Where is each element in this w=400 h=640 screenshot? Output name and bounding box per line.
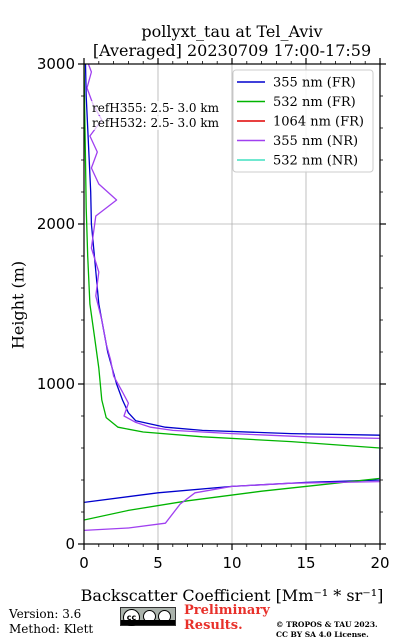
legend-box bbox=[232, 69, 374, 173]
reference-height-annotation: refH355: 2.5- 3.0 km bbox=[92, 101, 220, 115]
version-text: Version: 3.6 bbox=[9, 607, 82, 621]
license-line-2: CC BY SA 4.0 License. bbox=[276, 630, 369, 639]
reference-height-annotation: refH532: 2.5- 3.0 km bbox=[92, 116, 220, 130]
preliminary-notice: Preliminary Results. bbox=[184, 603, 270, 633]
preliminary-text: Preliminary bbox=[184, 603, 270, 618]
chart-title: pollyxt_tau at Tel_Aviv bbox=[141, 22, 323, 41]
series-line bbox=[84, 64, 380, 521]
series-line bbox=[84, 64, 380, 532]
legend-label: 355 nm (FR) bbox=[273, 76, 356, 91]
license-line-1: © TROPOS & TAU 2023. bbox=[276, 620, 378, 629]
annotation-background bbox=[89, 101, 231, 115]
y-tick-label: 0 bbox=[65, 535, 75, 553]
legend-label: 355 nm (NR) bbox=[273, 134, 358, 149]
annotation-background bbox=[89, 116, 231, 130]
method-text: Method: Klett bbox=[9, 622, 94, 636]
series-group bbox=[84, 64, 380, 532]
chart-subtitle: [Averaged] 20230709 17:00-17:59 bbox=[92, 41, 372, 60]
x-tick-label: 10 bbox=[222, 554, 241, 572]
results-text: Results. bbox=[184, 618, 243, 633]
legend-label: 532 nm (NR) bbox=[273, 154, 358, 169]
legend-label: 1064 nm (FR) bbox=[273, 115, 364, 130]
x-tick-label: 0 bbox=[79, 554, 89, 572]
x-tick-label: 15 bbox=[296, 554, 315, 572]
x-axis-label: Backscatter Coefficient [Mm⁻¹ * sr⁻¹] bbox=[80, 586, 384, 605]
cc-license-badge: cc bbox=[120, 607, 176, 626]
badge-strip bbox=[121, 620, 175, 625]
x-tick-label: 20 bbox=[370, 554, 389, 572]
legend-label: 532 nm (FR) bbox=[273, 95, 356, 110]
license-notice: © TROPOS & TAU 2023. CC BY SA 4.0 Licens… bbox=[276, 620, 378, 640]
y-tick-label: 3000 bbox=[37, 55, 75, 73]
y-tick-label: 2000 bbox=[37, 215, 75, 233]
y-tick-label: 1000 bbox=[37, 375, 75, 393]
x-tick-label: 5 bbox=[153, 554, 163, 572]
series-line bbox=[84, 64, 380, 504]
y-axis-label: Height (m) bbox=[8, 260, 28, 350]
